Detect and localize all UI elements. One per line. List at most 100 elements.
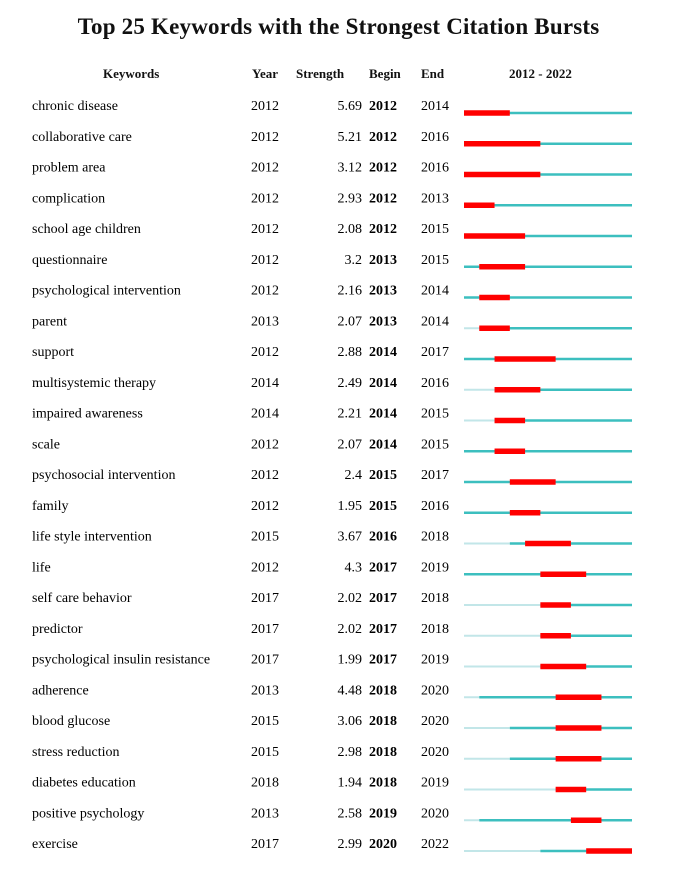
keyword-label: life bbox=[32, 560, 51, 575]
year-value: 2017 bbox=[251, 653, 279, 668]
year-value: 2013 bbox=[251, 806, 279, 821]
end-value: 2020 bbox=[421, 806, 449, 821]
begin-value: 2013 bbox=[369, 253, 397, 268]
keyword-label: parent bbox=[32, 314, 67, 329]
begin-value: 2020 bbox=[369, 837, 397, 852]
begin-value: 2012 bbox=[369, 191, 397, 206]
end-value: 2015 bbox=[421, 407, 449, 422]
year-value: 2012 bbox=[251, 130, 279, 145]
header-end: End bbox=[421, 66, 445, 81]
strength-value: 2.88 bbox=[338, 345, 363, 360]
begin-value: 2018 bbox=[369, 776, 397, 791]
strength-value: 2.99 bbox=[338, 837, 363, 852]
end-value: 2016 bbox=[421, 130, 449, 145]
begin-value: 2017 bbox=[369, 591, 397, 606]
keyword-label: stress reduction bbox=[32, 745, 119, 760]
year-value: 2013 bbox=[251, 314, 279, 329]
keyword-label: adherence bbox=[32, 683, 89, 698]
end-value: 2014 bbox=[421, 284, 449, 299]
strength-value: 3.67 bbox=[338, 530, 363, 545]
header-range: 2012 - 2022 bbox=[509, 66, 572, 81]
begin-value: 2014 bbox=[369, 437, 397, 452]
keyword-label: support bbox=[32, 345, 74, 360]
keyword-label: school age children bbox=[32, 222, 141, 237]
strength-value: 2.4 bbox=[345, 468, 363, 483]
year-value: 2012 bbox=[251, 437, 279, 452]
begin-value: 2015 bbox=[369, 499, 397, 514]
year-value: 2017 bbox=[251, 837, 279, 852]
end-value: 2015 bbox=[421, 437, 449, 452]
end-value: 2015 bbox=[421, 253, 449, 268]
year-value: 2012 bbox=[251, 253, 279, 268]
end-value: 2017 bbox=[421, 468, 449, 483]
strength-value: 5.21 bbox=[338, 130, 363, 145]
keyword-label: multisystemic therapy bbox=[32, 376, 156, 391]
begin-value: 2012 bbox=[369, 130, 397, 145]
begin-value: 2015 bbox=[369, 468, 397, 483]
strength-value: 2.07 bbox=[338, 314, 363, 329]
end-value: 2018 bbox=[421, 622, 449, 637]
year-value: 2012 bbox=[251, 161, 279, 176]
keyword-label: scale bbox=[32, 437, 60, 452]
keyword-label: predictor bbox=[32, 622, 83, 637]
strength-value: 1.94 bbox=[338, 776, 363, 791]
strength-value: 4.3 bbox=[345, 560, 363, 575]
keyword-label: self care behavior bbox=[32, 591, 132, 606]
keyword-label: psychological insulin resistance bbox=[32, 653, 210, 668]
strength-value: 3.2 bbox=[345, 253, 363, 268]
keyword-label: psychological intervention bbox=[32, 284, 181, 299]
header-year: Year bbox=[252, 66, 278, 81]
strength-value: 3.06 bbox=[338, 714, 363, 729]
strength-value: 2.07 bbox=[338, 437, 363, 452]
keyword-label: family bbox=[32, 499, 69, 514]
header-keywords: Keywords bbox=[103, 66, 160, 81]
begin-value: 2012 bbox=[369, 161, 397, 176]
begin-value: 2017 bbox=[369, 653, 397, 668]
end-value: 2019 bbox=[421, 560, 449, 575]
keyword-label: psychosocial intervention bbox=[32, 468, 175, 483]
end-value: 2014 bbox=[421, 99, 449, 114]
year-value: 2012 bbox=[251, 345, 279, 360]
end-value: 2013 bbox=[421, 191, 449, 206]
keyword-label: impaired awareness bbox=[32, 407, 143, 422]
keyword-label: diabetes education bbox=[32, 776, 136, 791]
end-value: 2016 bbox=[421, 376, 449, 391]
keyword-label: exercise bbox=[32, 837, 78, 852]
year-value: 2012 bbox=[251, 560, 279, 575]
strength-value: 3.12 bbox=[338, 161, 363, 176]
chart-title: Top 25 Keywords with the Strongest Citat… bbox=[77, 14, 600, 39]
end-value: 2020 bbox=[421, 683, 449, 698]
strength-value: 4.48 bbox=[338, 683, 363, 698]
begin-value: 2014 bbox=[369, 407, 397, 422]
strength-value: 2.08 bbox=[338, 222, 363, 237]
end-value: 2020 bbox=[421, 745, 449, 760]
year-value: 2012 bbox=[251, 191, 279, 206]
strength-value: 2.49 bbox=[338, 376, 363, 391]
strength-value: 2.02 bbox=[338, 591, 363, 606]
keyword-label: blood glucose bbox=[32, 714, 110, 729]
year-value: 2012 bbox=[251, 99, 279, 114]
keyword-label: positive psychology bbox=[32, 806, 144, 821]
begin-value: 2017 bbox=[369, 622, 397, 637]
end-value: 2018 bbox=[421, 591, 449, 606]
year-value: 2017 bbox=[251, 622, 279, 637]
strength-value: 2.93 bbox=[338, 191, 363, 206]
strength-value: 2.98 bbox=[338, 745, 363, 760]
year-value: 2012 bbox=[251, 468, 279, 483]
keyword-label: questionnaire bbox=[32, 253, 107, 268]
header-begin: Begin bbox=[369, 66, 401, 81]
year-value: 2015 bbox=[251, 714, 279, 729]
end-value: 2019 bbox=[421, 776, 449, 791]
begin-value: 2014 bbox=[369, 376, 397, 391]
begin-value: 2018 bbox=[369, 683, 397, 698]
keyword-label: collaborative care bbox=[32, 130, 132, 145]
end-value: 2016 bbox=[421, 161, 449, 176]
strength-value: 2.02 bbox=[338, 622, 363, 637]
strength-value: 1.95 bbox=[338, 499, 363, 514]
keyword-label: problem area bbox=[32, 161, 106, 176]
end-value: 2017 bbox=[421, 345, 449, 360]
begin-value: 2012 bbox=[369, 222, 397, 237]
strength-value: 5.69 bbox=[338, 99, 363, 114]
header-strength: Strength bbox=[296, 66, 345, 81]
